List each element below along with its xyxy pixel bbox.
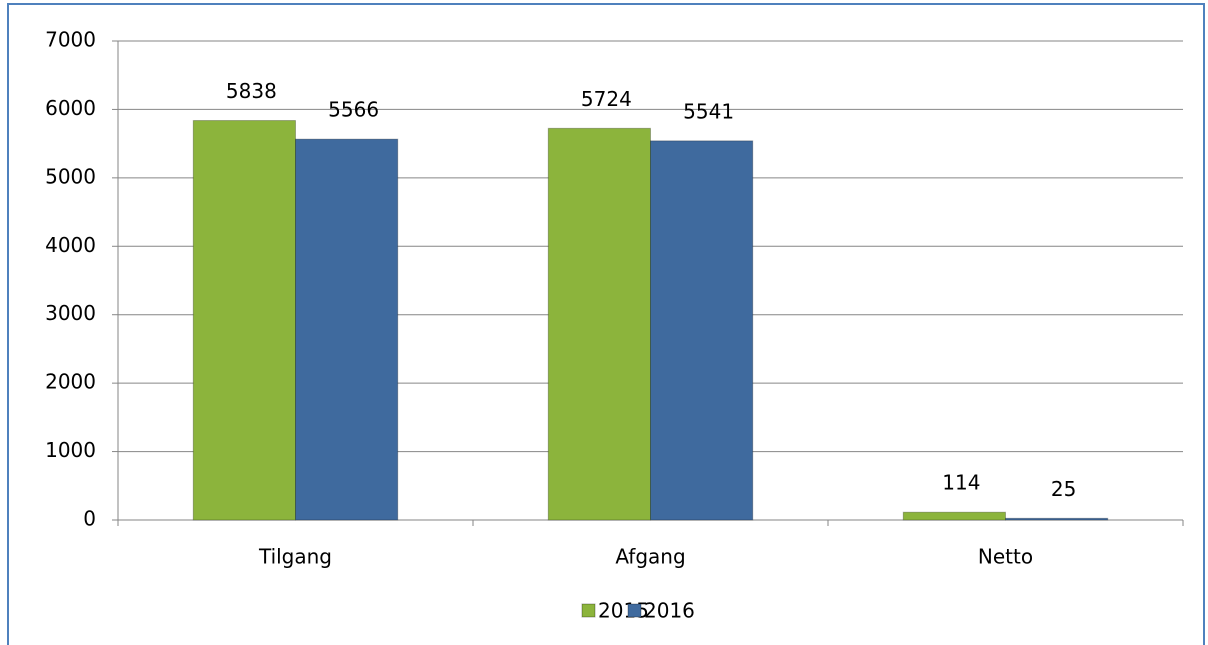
y-tick-label: 1000: [45, 438, 96, 462]
y-tick-label: 3000: [45, 301, 96, 325]
bar: [547, 127, 652, 521]
value-label: 5724: [581, 87, 632, 111]
legend-swatch: [581, 603, 596, 618]
bar: [192, 120, 296, 521]
y-tick-label: 4000: [45, 233, 96, 257]
y-tick-label: 6000: [45, 96, 96, 120]
chart-frame: [7, 3, 1205, 645]
value-label: 25: [1051, 477, 1076, 501]
y-tick-label: 7000: [45, 28, 96, 52]
y-tick-label: 5000: [45, 164, 96, 188]
legend-label: 2016: [644, 599, 695, 623]
x-tick-label: Netto: [978, 545, 1033, 569]
bar: [1005, 517, 1109, 521]
legend-swatch: [627, 603, 642, 618]
value-label: 114: [942, 471, 980, 495]
x-tick-label: Afgang: [615, 545, 685, 569]
bar: [902, 511, 1007, 521]
y-tick-label: 0: [83, 507, 96, 531]
x-tick-label: Tilgang: [258, 545, 332, 569]
value-label: 5838: [226, 79, 277, 103]
value-label: 5566: [328, 98, 379, 122]
y-tick-label: 2000: [45, 370, 96, 394]
bar: [650, 140, 754, 521]
value-label: 5541: [683, 99, 734, 123]
bar: [295, 138, 399, 521]
